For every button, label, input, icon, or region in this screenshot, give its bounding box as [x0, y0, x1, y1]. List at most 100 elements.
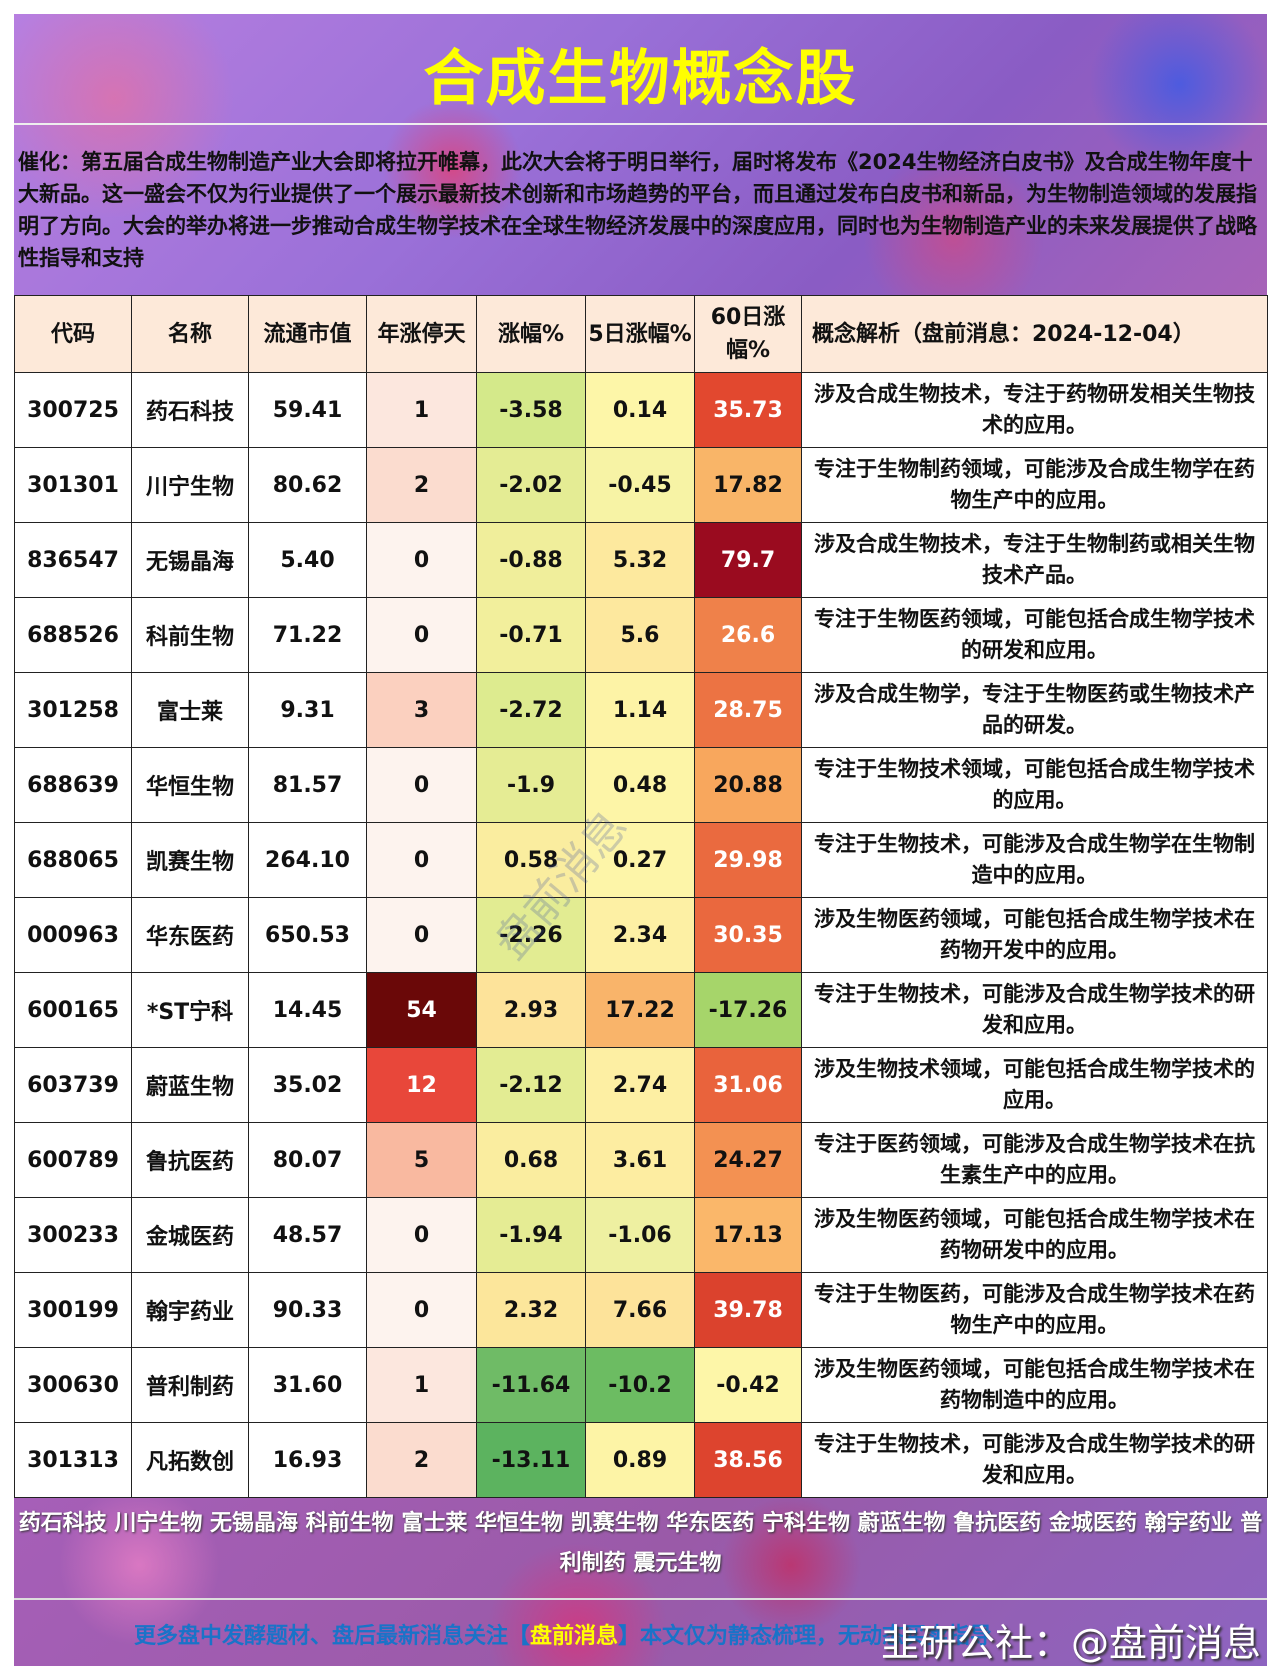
cell-change: -2.26 [476, 897, 586, 973]
footer-banner: 药石科技 川宁生物 无锡晶海 科前生物 富士莱 华恒生物 凯赛生物 华东医药 宁… [14, 1498, 1267, 1666]
cell-name: 华恒生物 [131, 747, 249, 823]
cell-limit-days: 1 [366, 372, 477, 448]
cell-change: -1.94 [476, 1197, 586, 1273]
cell-change-5d: 2.34 [585, 897, 695, 973]
cell-market-cap: 35.02 [248, 1047, 367, 1123]
cell-market-cap: 59.41 [248, 372, 367, 448]
table-header: 代码 名称 流通市值 年涨停天 涨幅% 5日涨幅% 60日涨幅% 概念解析（盘前消息：2024… [14, 295, 1268, 373]
cell-name: 药石科技 [131, 372, 249, 448]
table-row: 600789 鲁抗医药 80.07 5 0.68 3.61 24.27 专注于医药领域，可能涉… [14, 1122, 1268, 1198]
cell-concept: 涉及合成生物技术，专注于生物制药或相关生物技术产品。 [801, 522, 1268, 598]
cell-change-60d: 29.98 [694, 822, 802, 898]
cell-change-60d: 17.13 [694, 1197, 802, 1273]
cell-limit-days: 0 [366, 1197, 477, 1273]
cell-change: -2.02 [476, 447, 586, 523]
cell-concept: 专注于生物技术，可能涉及合成生物学技术的研发和应用。 [801, 972, 1268, 1048]
cell-name: 翰宇药业 [131, 1272, 249, 1348]
cell-limit-days: 5 [366, 1122, 477, 1198]
cell-change: -0.88 [476, 522, 586, 598]
cell-code: 836547 [14, 522, 132, 598]
cell-concept: 专注于生物医药领域，可能包括合成生物学技术的研发和应用。 [801, 597, 1268, 673]
cell-name: 无锡晶海 [131, 522, 249, 598]
cell-code: 600789 [14, 1122, 132, 1198]
cell-name: 科前生物 [131, 597, 249, 673]
cell-market-cap: 31.60 [248, 1347, 367, 1423]
cell-name: 凡拓数创 [131, 1422, 249, 1498]
table-row: 300199 翰宇药业 90.33 0 2.32 7.66 39.78 专注于生物医药，可能涉… [14, 1272, 1268, 1348]
cell-limit-days: 0 [366, 822, 477, 898]
cell-limit-days: 3 [366, 672, 477, 748]
cell-name: 富士莱 [131, 672, 249, 748]
cell-market-cap: 650.53 [248, 897, 367, 973]
cell-change: -11.64 [476, 1347, 586, 1423]
cell-change-60d: -17.26 [694, 972, 802, 1048]
cell-concept: 涉及合成生物学，专注于生物医药或生物技术产品的研发。 [801, 672, 1268, 748]
cell-limit-days: 12 [366, 1047, 477, 1123]
cell-code: 300199 [14, 1272, 132, 1348]
cell-change-5d: 3.61 [585, 1122, 695, 1198]
cell-limit-days: 0 [366, 597, 477, 673]
cell-change-5d: -0.45 [585, 447, 695, 523]
poster: 合成生物概念股 催化：第五届合成生物制造产业大会即将拉开帷幕，此次大会将于明日举… [14, 14, 1268, 1666]
cell-change-60d: 38.56 [694, 1422, 802, 1498]
cell-code: 300630 [14, 1347, 132, 1423]
header-market-cap: 流通市值 [248, 295, 367, 373]
cell-code: 688639 [14, 747, 132, 823]
cell-code: 301313 [14, 1422, 132, 1498]
cell-code: 301258 [14, 672, 132, 748]
cell-concept: 专注于生物医药，可能涉及合成生物学技术在药物生产中的应用。 [801, 1272, 1268, 1348]
cell-change-5d: -10.2 [585, 1347, 695, 1423]
table-row: 688526 科前生物 71.22 0 -0.71 5.6 26.6 专注于生物医药领域，可能… [14, 597, 1268, 673]
cell-market-cap: 80.07 [248, 1122, 367, 1198]
header-name: 名称 [131, 295, 249, 373]
cell-concept: 专注于生物技术领域，可能包括合成生物学技术的应用。 [801, 747, 1268, 823]
cell-change-60d: -0.42 [694, 1347, 802, 1423]
cell-change-5d: 0.89 [585, 1422, 695, 1498]
header-60d-change: 60日涨幅% [694, 295, 802, 373]
cell-market-cap: 48.57 [248, 1197, 367, 1273]
cell-code: 688526 [14, 597, 132, 673]
cell-change: -13.11 [476, 1422, 586, 1498]
cell-change-5d: 5.32 [585, 522, 695, 598]
cell-code: 300233 [14, 1197, 132, 1273]
cell-concept: 涉及生物医药领域，可能包括合成生物学技术在药物制造中的应用。 [801, 1347, 1268, 1423]
cell-market-cap: 14.45 [248, 972, 367, 1048]
cell-concept: 专注于生物技术，可能涉及合成生物学在生物制造中的应用。 [801, 822, 1268, 898]
cell-name: *ST宁科 [131, 972, 249, 1048]
stock-table: 代码 名称 流通市值 年涨停天 涨幅% 5日涨幅% 60日涨幅% 概念解析（盘前消息：2024… [14, 295, 1268, 1498]
cell-code: 301301 [14, 447, 132, 523]
divider [14, 123, 1267, 125]
cell-code: 300725 [14, 372, 132, 448]
table-row: 000963 华东医药 650.53 0 -2.26 2.34 30.35 涉及生物医药领域，… [14, 897, 1268, 973]
cell-change: 0.68 [476, 1122, 586, 1198]
cell-market-cap: 16.93 [248, 1422, 367, 1498]
table-row: 688065 凯赛生物 264.10 0 0.58 0.27 29.98 专注于生物技术，可能… [14, 822, 1268, 898]
cell-concept: 涉及生物医药领域，可能包括合成生物学技术在药物开发中的应用。 [801, 897, 1268, 973]
cell-change-60d: 24.27 [694, 1122, 802, 1198]
cell-market-cap: 5.40 [248, 522, 367, 598]
header-5d-change: 5日涨幅% [585, 295, 695, 373]
catalyst-text: 催化：第五届合成生物制造产业大会即将拉开帷幕，此次大会将于明日举行，届时将发布《… [18, 150, 1257, 270]
cell-change-60d: 26.6 [694, 597, 802, 673]
brand-watermark: 韭研公社：@盘前消息 [880, 1621, 1261, 1665]
cell-concept: 涉及合成生物技术，专注于药物研发相关生物技术的应用。 [801, 372, 1268, 448]
cell-market-cap: 9.31 [248, 672, 367, 748]
page-title: 合成生物概念股 [423, 44, 858, 114]
cell-limit-days: 2 [366, 447, 477, 523]
cell-change-60d: 17.82 [694, 447, 802, 523]
cell-code: 600165 [14, 972, 132, 1048]
cell-concept: 专注于生物制药领域，可能涉及合成生物学在药物生产中的应用。 [801, 447, 1268, 523]
cell-change-60d: 35.73 [694, 372, 802, 448]
cell-code: 000963 [14, 897, 132, 973]
cell-change: -1.9 [476, 747, 586, 823]
cell-change-5d: 0.27 [585, 822, 695, 898]
cell-concept: 涉及生物技术领域，可能包括合成生物学技术的应用。 [801, 1047, 1268, 1123]
cell-limit-days: 0 [366, 747, 477, 823]
divider [14, 1598, 1267, 1600]
cell-change: 0.58 [476, 822, 586, 898]
cell-limit-days: 0 [366, 1272, 477, 1348]
cell-limit-days: 2 [366, 1422, 477, 1498]
cell-name: 鲁抗医药 [131, 1122, 249, 1198]
cell-change-60d: 39.78 [694, 1272, 802, 1348]
table-row: 300233 金城医药 48.57 0 -1.94 -1.06 17.13 涉及生物医药领域，… [14, 1197, 1268, 1273]
